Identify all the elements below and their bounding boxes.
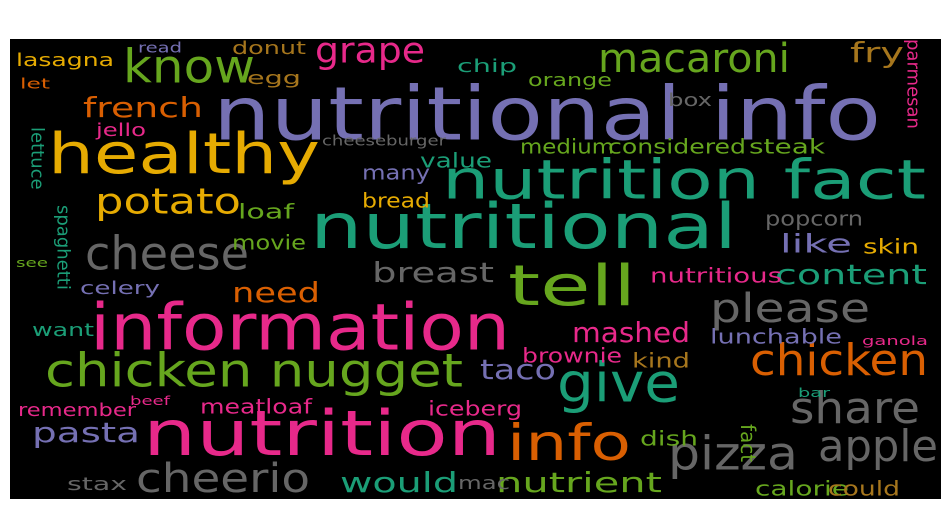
word-cheese: cheese — [85, 227, 249, 281]
word-many: many — [362, 160, 430, 184]
word-beef: beef — [130, 394, 171, 408]
word-donut: donut — [232, 39, 306, 59]
word-celery: celery — [80, 278, 160, 299]
word-grape: grape — [315, 39, 425, 72]
word-lasagna: lasagna — [16, 50, 114, 71]
word-info: info — [507, 414, 631, 472]
word-want: want — [32, 320, 94, 341]
word-pasta: pasta — [32, 416, 140, 449]
word-macaroni: macaroni — [598, 39, 790, 82]
word-read: read — [138, 40, 182, 56]
word-fact: fact — [736, 424, 760, 462]
word-pizza: pizza — [668, 427, 798, 481]
word-chip: chip — [457, 56, 517, 77]
word-nutritional: nutritional — [310, 190, 737, 263]
word-popcorn: popcorn — [765, 206, 863, 230]
word-could: could — [828, 476, 900, 499]
word-please: please — [710, 286, 870, 332]
word-would: would — [340, 466, 458, 499]
word-mashed: mashed — [572, 316, 690, 349]
word-give: give — [557, 351, 680, 414]
word-box: box — [668, 90, 712, 111]
word-kind: kind — [632, 348, 690, 372]
word-steak: steak — [749, 134, 826, 158]
word-chicken: chicken — [750, 335, 928, 386]
word-nutrition: nutrition — [143, 397, 501, 470]
word-dish: dish — [640, 426, 698, 450]
word-cheerio: cheerio — [136, 456, 310, 499]
word-loaf: loaf — [238, 199, 295, 223]
word-content: content — [775, 258, 927, 291]
word-spaghetti: spaghetti — [53, 205, 74, 290]
word-french: french — [83, 91, 203, 124]
word-potato: potato — [95, 182, 241, 223]
word-brownie: brownie — [522, 343, 622, 367]
word-jello: jello — [95, 120, 146, 141]
word-bread: bread — [362, 188, 430, 212]
word-need: need — [232, 276, 320, 309]
word-ganola: ganola — [862, 334, 928, 348]
word-apple: apple — [818, 421, 938, 472]
cloud-background — [10, 39, 941, 499]
word-orange: orange — [528, 70, 612, 91]
word-know: know — [123, 40, 255, 94]
word-skin: skin — [863, 234, 919, 258]
word-cheeseburger: cheeseburger — [322, 133, 446, 149]
word-value: value — [420, 148, 492, 172]
word-nutritious: nutritious — [650, 263, 782, 287]
word-taco: taco — [480, 353, 556, 386]
word-calorie: calorie — [755, 476, 849, 499]
word-fry: fry — [850, 39, 904, 69]
word-tell: tell — [508, 254, 636, 319]
word-remember: remember — [18, 400, 137, 421]
word-mac: mac — [458, 473, 510, 494]
word-meatloaf: meatloaf — [200, 394, 313, 418]
word-breast: breast — [372, 256, 494, 289]
word-nutrient: nutrient — [496, 466, 662, 499]
word-lettuce: lettuce — [27, 127, 48, 190]
word-cloud: nutritional infoinformationnutritionnutr… — [10, 39, 941, 499]
word-egg: egg — [247, 68, 301, 89]
word-information: information — [90, 291, 510, 365]
word-considered: considered — [608, 134, 746, 158]
word-nutrition-fact: nutrition fact — [442, 148, 926, 211]
word-stax: stax — [67, 474, 128, 495]
word-let: let — [20, 76, 51, 92]
word-bar: bar — [798, 386, 830, 400]
word-movie: movie — [232, 230, 306, 254]
word-medium: medium — [520, 134, 614, 158]
word-like: like — [780, 229, 852, 259]
word-chicken-nugget: chicken nugget — [45, 344, 463, 398]
word-healthy: healthy — [48, 122, 320, 187]
word-group: nutritional infoinformationnutritionnutr… — [16, 39, 938, 499]
word-lunchable: lunchable — [710, 324, 842, 348]
word-see: see — [16, 256, 48, 270]
word-nutritional-info: nutritional info — [213, 72, 881, 158]
word-share: share — [790, 383, 920, 434]
word-iceberg: iceberg — [428, 396, 522, 420]
word-parmesan: parmesan — [903, 39, 924, 129]
